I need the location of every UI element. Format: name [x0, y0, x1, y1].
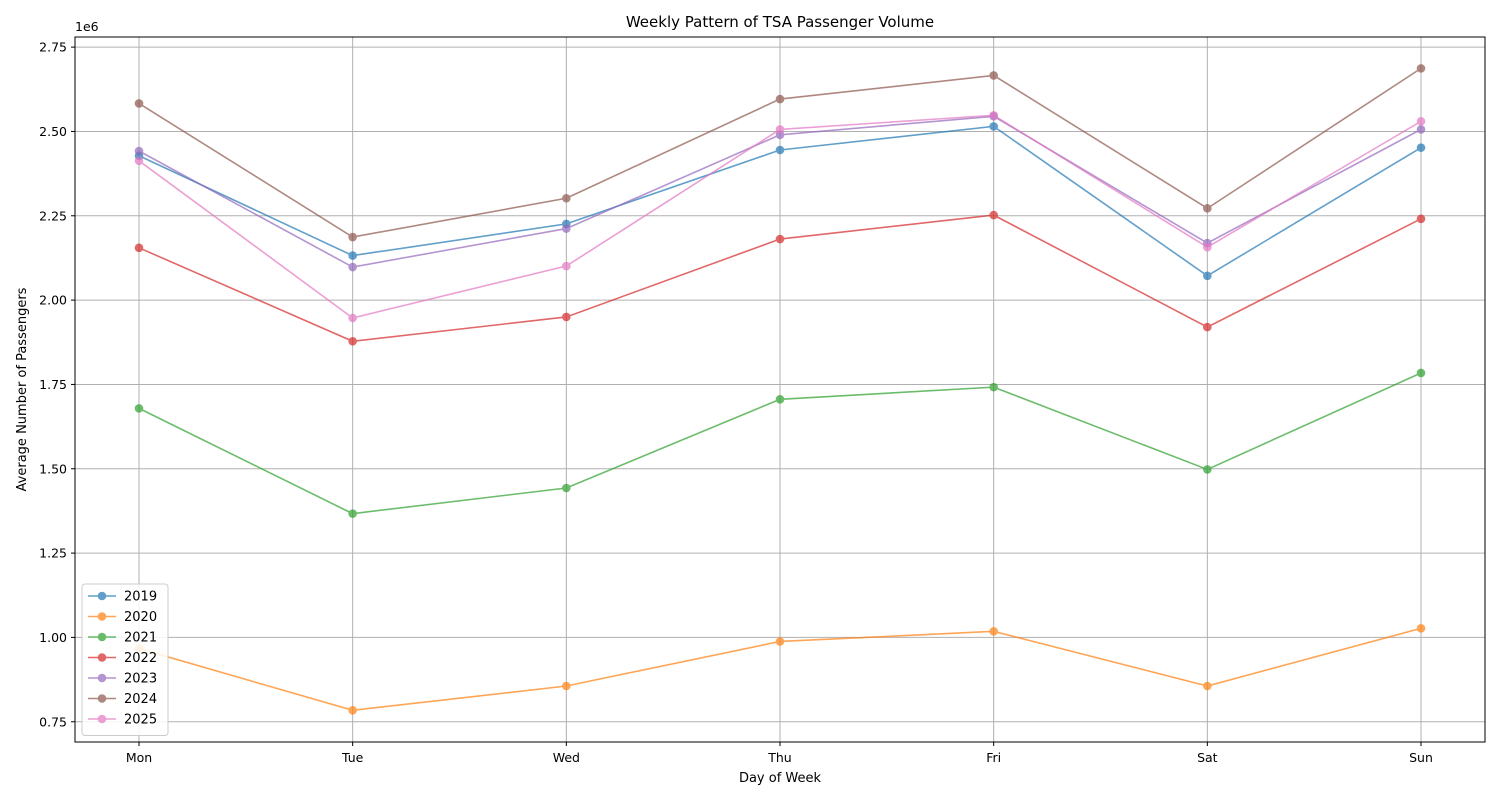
y-tick-label: 0.75 — [39, 714, 67, 729]
data-point — [1416, 125, 1426, 134]
series-2025 — [134, 110, 1426, 323]
y-tick-label: 2.50 — [39, 124, 67, 139]
x-axis-label: Day of Week — [739, 771, 822, 786]
legend: 2019 2020 2021 2022 2023 2024 2025 — [81, 583, 169, 736]
legend-label: 2020 — [124, 610, 157, 625]
data-point — [775, 234, 785, 244]
data-point — [775, 125, 785, 134]
axis-layer: Mon Tue Wed Thu Fri Sat Sun 0.75 1.00 1.25 1.50 1.7… — [39, 40, 1433, 765]
legend-swatch — [88, 632, 116, 642]
y-tick-label: 2.00 — [39, 293, 67, 308]
data-point — [1203, 271, 1212, 281]
x-tick-label: Thu — [767, 750, 791, 765]
data-point — [1203, 681, 1212, 691]
data-point — [134, 146, 144, 156]
data-point — [1416, 117, 1426, 126]
x-tick-label: Tue — [341, 750, 364, 765]
legend-item-2021: 2021 — [88, 631, 157, 646]
data-point — [1416, 368, 1426, 378]
data-point — [989, 382, 998, 392]
legend-label: 2019 — [124, 590, 157, 605]
data-point — [775, 94, 785, 104]
data-point — [348, 509, 357, 518]
data-point — [348, 262, 357, 272]
series-layer — [134, 64, 1426, 715]
chart-title: Weekly Pattern of TSA Passenger Volume — [626, 13, 934, 31]
data-point — [1203, 465, 1212, 474]
data-point — [989, 627, 998, 636]
legend-label: 2023 — [124, 672, 157, 687]
legend-swatch — [88, 653, 116, 662]
data-point — [562, 681, 571, 691]
y-axis-label: Average Number of Passengers — [15, 287, 30, 491]
series-2024 — [134, 64, 1426, 242]
legend-swatch — [88, 714, 116, 724]
data-point — [1416, 143, 1426, 152]
data-point — [1203, 204, 1212, 213]
data-point — [1203, 322, 1212, 332]
data-point — [989, 110, 998, 120]
data-point — [562, 193, 571, 203]
data-point — [134, 156, 144, 166]
data-point — [989, 210, 998, 220]
legend-item-2023: 2023 — [88, 672, 157, 687]
legend-item-2019: 2019 — [88, 590, 157, 605]
data-point — [989, 71, 998, 80]
legend-item-2020: 2020 — [88, 610, 157, 625]
data-point — [562, 312, 571, 322]
y-tick-label: 1.25 — [39, 546, 67, 561]
series-2022 — [134, 210, 1426, 346]
data-point — [775, 145, 785, 155]
y-tick-label: 1.50 — [39, 461, 67, 476]
y-tick-label: 2.75 — [39, 40, 67, 55]
data-point — [134, 99, 144, 108]
x-tick-label: Mon — [126, 750, 152, 765]
x-tick-label: Sat — [1197, 750, 1218, 765]
data-point — [348, 251, 357, 260]
y-tick-label: 2.25 — [39, 208, 67, 223]
data-point — [562, 224, 571, 233]
x-tick-label: Sun — [1409, 750, 1433, 765]
x-tick-label: Fri — [986, 750, 1001, 765]
legend-swatch — [88, 591, 116, 601]
y-tick-label: 1.75 — [39, 377, 67, 392]
legend-label: 2021 — [124, 631, 157, 646]
x-tick-label: Wed — [553, 750, 580, 765]
data-point — [1416, 624, 1426, 633]
y-tick-label: 1.00 — [39, 630, 67, 645]
legend-swatch — [88, 673, 116, 683]
data-point — [348, 313, 357, 323]
data-point — [348, 336, 357, 346]
legend-swatch — [88, 694, 116, 703]
legend-swatch — [88, 612, 116, 621]
data-point — [1416, 214, 1426, 224]
data-point — [989, 122, 998, 131]
data-point — [775, 394, 785, 404]
data-point — [562, 483, 571, 493]
legend-item-2022: 2022 — [88, 651, 157, 666]
data-point — [134, 404, 144, 413]
data-point — [775, 637, 785, 646]
data-point — [348, 232, 357, 242]
data-point — [134, 243, 144, 253]
series-2021 — [134, 368, 1426, 518]
legend-label: 2025 — [124, 713, 157, 728]
data-point — [562, 261, 571, 271]
y-axis-offset-label: 1e6 — [75, 19, 99, 34]
grid-layer — [75, 37, 1485, 742]
legend-item-2024: 2024 — [88, 692, 157, 707]
data-point — [1416, 64, 1426, 73]
data-point — [1203, 242, 1212, 252]
data-point — [348, 705, 357, 715]
legend-item-2025: 2025 — [88, 713, 157, 728]
legend-label: 2024 — [124, 692, 157, 707]
legend-label: 2022 — [124, 651, 157, 666]
